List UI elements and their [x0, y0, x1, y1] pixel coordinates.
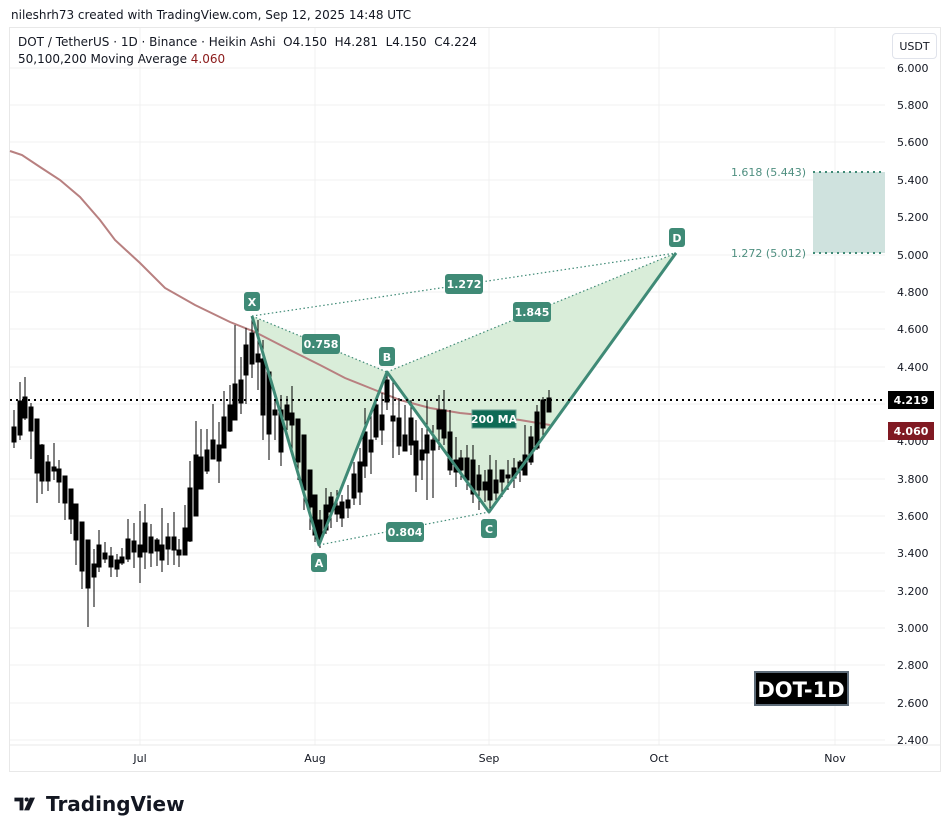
svg-text:B: B — [383, 351, 391, 364]
pattern-legs[interactable] — [250, 252, 678, 547]
svg-text:Sep: Sep — [479, 752, 500, 765]
point-d-label[interactable]: D — [669, 228, 685, 247]
svg-text:3.000: 3.000 — [897, 622, 929, 635]
symbol-info[interactable]: DOT / TetherUS · 1D · Binance · Heikin A… — [18, 35, 478, 49]
ratio-bd-label[interactable]: 1.845 — [513, 302, 551, 322]
target-zone[interactable]: 1.618 (5.443) 1.272 (5.012) — [731, 166, 885, 260]
price-scale[interactable]: 6.000 5.800 5.600 5.400 5.200 5.000 4.80… — [897, 62, 929, 747]
svg-text:5.000: 5.000 — [897, 249, 929, 262]
svg-text:3.800: 3.800 — [897, 473, 929, 486]
svg-text:Oct: Oct — [649, 752, 669, 765]
svg-text:3.600: 3.600 — [897, 510, 929, 523]
target-lower-label: 1.272 (5.012) — [731, 247, 806, 260]
attribution-text: nileshrh73 created with TradingView.com,… — [11, 8, 412, 22]
svg-text:5.800: 5.800 — [897, 99, 929, 112]
svg-text:Jul: Jul — [132, 752, 146, 765]
ratio-xb-label[interactable]: 0.758 — [302, 334, 340, 354]
ratio-xd-label[interactable]: 1.272 — [445, 274, 483, 294]
svg-text:0.758: 0.758 — [304, 338, 339, 351]
ratio-ac-label[interactable]: 0.804 — [386, 522, 424, 542]
last-price-badge: 4.219 — [888, 391, 934, 409]
svg-text:5.600: 5.600 — [897, 136, 929, 149]
svg-text:Nov: Nov — [824, 752, 846, 765]
symbol-watermark: DOT-1D — [754, 671, 849, 706]
svg-text:3.200: 3.200 — [897, 585, 929, 598]
svg-text:D: D — [672, 232, 681, 245]
svg-text:Aug: Aug — [304, 752, 325, 765]
svg-text:3.400: 3.400 — [897, 547, 929, 560]
point-a-label[interactable]: A — [311, 553, 327, 572]
tradingview-logo-icon — [14, 797, 35, 811]
svg-text:A: A — [315, 557, 324, 570]
svg-text:4.219: 4.219 — [894, 394, 929, 407]
svg-text:2.400: 2.400 — [897, 734, 929, 747]
svg-text:4.600: 4.600 — [897, 323, 929, 336]
currency-button[interactable]: USDT — [892, 33, 937, 59]
svg-text:4.800: 4.800 — [897, 286, 929, 299]
chart-legend: DOT / TetherUS · 1D · Binance · Heikin A… — [18, 34, 477, 68]
brand-name: TradingView — [46, 792, 185, 816]
ma-indicator-legend[interactable]: 50,100,200 Moving Average 4.060 — [18, 51, 477, 68]
svg-text:X: X — [248, 296, 257, 309]
svg-text:C: C — [485, 523, 493, 536]
svg-text:DOT-1D: DOT-1D — [757, 678, 844, 702]
svg-text:1.272: 1.272 — [447, 278, 482, 291]
ma-value: 4.060 — [190, 52, 226, 66]
svg-text:2.800: 2.800 — [897, 659, 929, 672]
point-b-label[interactable]: B — [379, 347, 395, 366]
chart-frame — [9, 27, 941, 772]
svg-text:0.804: 0.804 — [388, 526, 423, 539]
point-x-label[interactable]: X — [244, 292, 260, 311]
svg-text:4.400: 4.400 — [897, 361, 929, 374]
svg-text:6.000: 6.000 — [897, 62, 929, 75]
svg-text:4.060: 4.060 — [894, 425, 929, 438]
ma-label: 50,100,200 Moving Average — [18, 52, 187, 66]
target-upper-label: 1.618 (5.443) — [731, 166, 806, 179]
tradingview-brand[interactable]: TradingView — [12, 792, 185, 816]
ma-price-badge: 4.060 — [888, 422, 934, 440]
ma-200-tag[interactable]: 200 MA — [471, 409, 518, 429]
svg-text:5.400: 5.400 — [897, 174, 929, 187]
point-c-label[interactable]: C — [481, 519, 497, 538]
svg-text:2.600: 2.600 — [897, 697, 929, 710]
svg-text:200 MA: 200 MA — [471, 413, 518, 426]
svg-text:5.200: 5.200 — [897, 211, 929, 224]
time-scale[interactable]: Jul Aug Sep Oct Nov — [132, 752, 846, 765]
svg-text:1.845: 1.845 — [515, 306, 550, 319]
